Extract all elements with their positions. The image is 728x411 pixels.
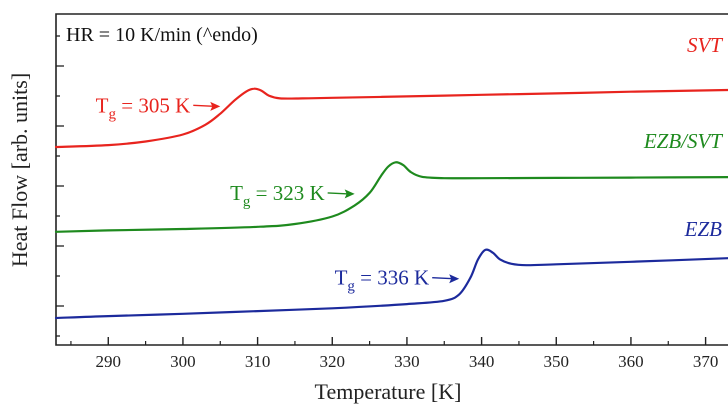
x-tick-label: 330: [394, 352, 420, 371]
tg-arrow-line-svt: [193, 105, 214, 106]
x-axis-label: Temperature [K]: [315, 379, 462, 404]
tg-arrow-line-ezb: [432, 278, 453, 279]
x-tick-label: 370: [693, 352, 719, 371]
plot-border: [56, 14, 728, 345]
x-tick-label: 340: [469, 352, 495, 371]
x-tick-label: 300: [170, 352, 196, 371]
tg-label-ezb-svt: Tg = 323 K: [230, 181, 325, 210]
series-name-ezb-svt: EZB/SVT: [643, 129, 723, 153]
tg-arrow-line-ezb-svt: [328, 193, 349, 194]
tg-label-ezb: Tg = 336 K: [335, 266, 430, 295]
tg-label-svt: Tg = 305 K: [96, 93, 191, 122]
x-ticks: 290 300 310 320 330 340 350 360 370: [71, 337, 718, 371]
plot-frame: [56, 14, 728, 345]
x-tick-label: 290: [96, 352, 122, 371]
tg-annotations: Tg = 305 K Tg = 323 K Tg = 336 K: [96, 93, 460, 294]
x-tick-label: 360: [618, 352, 644, 371]
series-labels: SVT EZB/SVT EZB: [643, 33, 723, 241]
series-name-ezb: EZB: [684, 217, 723, 241]
series-line-ezb-svt: [56, 162, 728, 232]
x-tick-label: 320: [320, 352, 346, 371]
x-tick-label: 350: [544, 352, 570, 371]
series-name-svt: SVT: [687, 33, 723, 57]
y-ticks: [56, 36, 64, 336]
y-axis-label: Heat Flow [arb. units]: [7, 73, 32, 267]
x-tick-label: 310: [245, 352, 271, 371]
heating-rate-note: HR = 10 K/min (^endo): [66, 24, 258, 46]
